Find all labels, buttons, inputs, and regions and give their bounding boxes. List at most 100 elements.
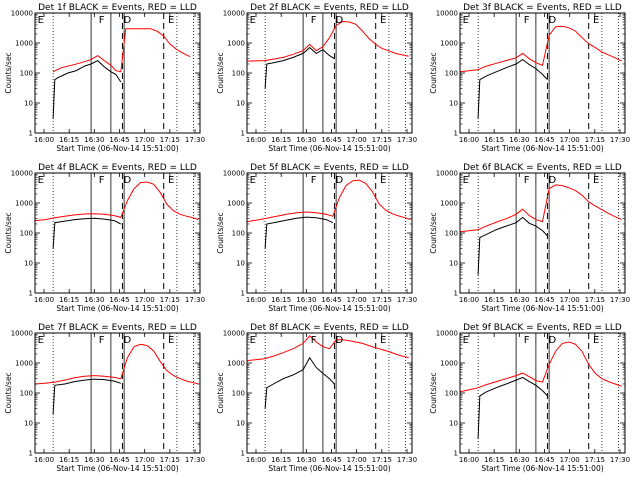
detector-panel: E F D E Det 7f BLACK = Events, RED = LLD 1 10 1… xyxy=(4,323,205,473)
x-tick-label: 16:00 xyxy=(246,136,266,144)
y-tick-label: 1 xyxy=(241,450,245,458)
y-tick-label: 1000 xyxy=(440,200,458,208)
y-tick-label: 1 xyxy=(29,130,33,138)
x-tick-label: 17:30 xyxy=(610,456,630,464)
detector-panel: E F D E Det 5f BLACK = Events, RED = LLD 1 10 1… xyxy=(216,163,417,313)
y-tick-label: 1 xyxy=(454,130,458,138)
y-tick-label: 10000 xyxy=(223,170,245,178)
plot-frame xyxy=(34,12,201,134)
events-series-line xyxy=(477,58,548,119)
interval-flag: E xyxy=(168,175,174,186)
events-series-line xyxy=(477,216,548,275)
x-tick-label: 16:30 xyxy=(296,136,316,144)
panel-title: Det 6f BLACK = Events, RED = LLD xyxy=(463,163,622,173)
x-tick-label: 17:15 xyxy=(372,296,392,304)
x-axis-label: Start Time (06-Nov-14 15:51:00) xyxy=(481,464,603,473)
lld-series-line xyxy=(52,28,191,73)
y-tick-label: 1000 xyxy=(227,40,245,48)
x-tick-label: 16:30 xyxy=(509,456,529,464)
interval-flag: E xyxy=(38,175,44,186)
y-tick-label: 10 xyxy=(24,420,33,428)
y-tick-label: 10 xyxy=(236,100,245,108)
interval-flag: F xyxy=(524,175,530,186)
interval-flag: E xyxy=(463,15,469,26)
y-axis-label: Counts/sec xyxy=(4,372,13,413)
y-tick-label: 100 xyxy=(20,230,33,238)
x-tick-label: 17:30 xyxy=(397,296,417,304)
y-tick-label: 1000 xyxy=(227,200,245,208)
events-series-line xyxy=(52,378,121,415)
x-tick-label: 16:30 xyxy=(509,296,529,304)
panel-title: Det 9f BLACK = Events, RED = LLD xyxy=(463,323,622,333)
y-tick-label: 10000 xyxy=(11,10,33,18)
x-tick-label: 16:45 xyxy=(109,136,129,144)
lld-series-line xyxy=(35,343,199,385)
x-tick-label: 16:45 xyxy=(534,136,554,144)
lld-series-line xyxy=(247,179,411,223)
x-tick-label: 16:30 xyxy=(509,136,529,144)
plot-frame xyxy=(459,172,626,294)
y-axis-label: Counts/sec xyxy=(429,372,438,413)
x-tick-label: 16:00 xyxy=(459,456,479,464)
y-tick-label: 1 xyxy=(29,290,33,298)
x-tick-label: 17:00 xyxy=(560,296,580,304)
x-tick-label: 16:00 xyxy=(34,136,54,144)
panel-title: Det 2f BLACK = Events, RED = LLD xyxy=(250,3,409,13)
x-tick-label: 16:15 xyxy=(271,136,291,144)
plot-frame xyxy=(246,12,413,134)
x-tick-label: 17:30 xyxy=(185,136,205,144)
detector-panel: E F D E Det 2f BLACK = Events, RED = LLD 1 10 1… xyxy=(216,3,417,153)
y-tick-label: 100 xyxy=(445,230,458,238)
events-series-line xyxy=(264,46,335,89)
x-tick-label: 16:45 xyxy=(321,136,341,144)
x-tick-label: 17:30 xyxy=(397,136,417,144)
x-tick-label: 16:00 xyxy=(459,136,479,144)
x-tick-label: 16:00 xyxy=(246,456,266,464)
x-tick-label: 16:00 xyxy=(246,296,266,304)
panel-title: Det 7f BLACK = Events, RED = LLD xyxy=(38,323,197,333)
lld-series-line xyxy=(460,184,622,233)
y-tick-label: 100 xyxy=(232,390,245,398)
x-tick-label: 17:00 xyxy=(135,456,155,464)
y-tick-label: 1000 xyxy=(440,40,458,48)
x-tick-label: 16:30 xyxy=(84,456,104,464)
interval-flag: F xyxy=(311,15,317,26)
interval-flag: F xyxy=(99,175,105,186)
y-tick-label: 1000 xyxy=(227,360,245,368)
panel-title: Det 8f BLACK = Events, RED = LLD xyxy=(250,323,409,333)
interval-flag: F xyxy=(99,335,105,346)
y-tick-label: 100 xyxy=(445,390,458,398)
y-tick-label: 1 xyxy=(454,450,458,458)
x-tick-label: 16:15 xyxy=(271,456,291,464)
y-axis-label: Counts/sec xyxy=(216,52,225,93)
x-axis-label: Start Time (06-Nov-14 15:51:00) xyxy=(481,144,603,153)
x-axis-label: Start Time (06-Nov-14 15:51:00) xyxy=(56,144,178,153)
x-tick-label: 16:15 xyxy=(484,136,504,144)
interval-flag: E xyxy=(380,15,386,26)
events-series-line xyxy=(52,217,122,249)
lld-series-line xyxy=(247,20,409,62)
x-axis-label: Start Time (06-Nov-14 15:51:00) xyxy=(481,304,603,313)
interval-flag: F xyxy=(524,15,530,26)
y-tick-label: 10 xyxy=(24,260,33,268)
detector-panel: E F D E Det 8f BLACK = Events, RED = LLD 1 10 1… xyxy=(216,323,417,473)
x-tick-label: 17:00 xyxy=(135,296,155,304)
interval-flag: E xyxy=(463,335,469,346)
interval-flag: D xyxy=(123,175,131,186)
x-tick-label: 16:45 xyxy=(534,296,554,304)
y-tick-label: 10 xyxy=(449,420,458,428)
x-tick-label: 16:15 xyxy=(59,296,79,304)
interval-flag: D xyxy=(548,15,556,26)
plot-frame xyxy=(34,332,201,454)
panel-title: Det 1f BLACK = Events, RED = LLD xyxy=(38,3,197,13)
interval-flag: D xyxy=(335,15,343,26)
lld-series-line xyxy=(35,181,199,222)
y-tick-label: 10 xyxy=(24,100,33,108)
x-tick-label: 16:00 xyxy=(34,296,54,304)
interval-flag: E xyxy=(38,15,44,26)
x-tick-label: 16:45 xyxy=(109,296,129,304)
panel-title: Det 3f BLACK = Events, RED = LLD xyxy=(463,3,622,13)
x-tick-label: 17:15 xyxy=(585,456,605,464)
x-tick-label: 17:00 xyxy=(560,456,580,464)
x-tick-label: 17:00 xyxy=(560,136,580,144)
